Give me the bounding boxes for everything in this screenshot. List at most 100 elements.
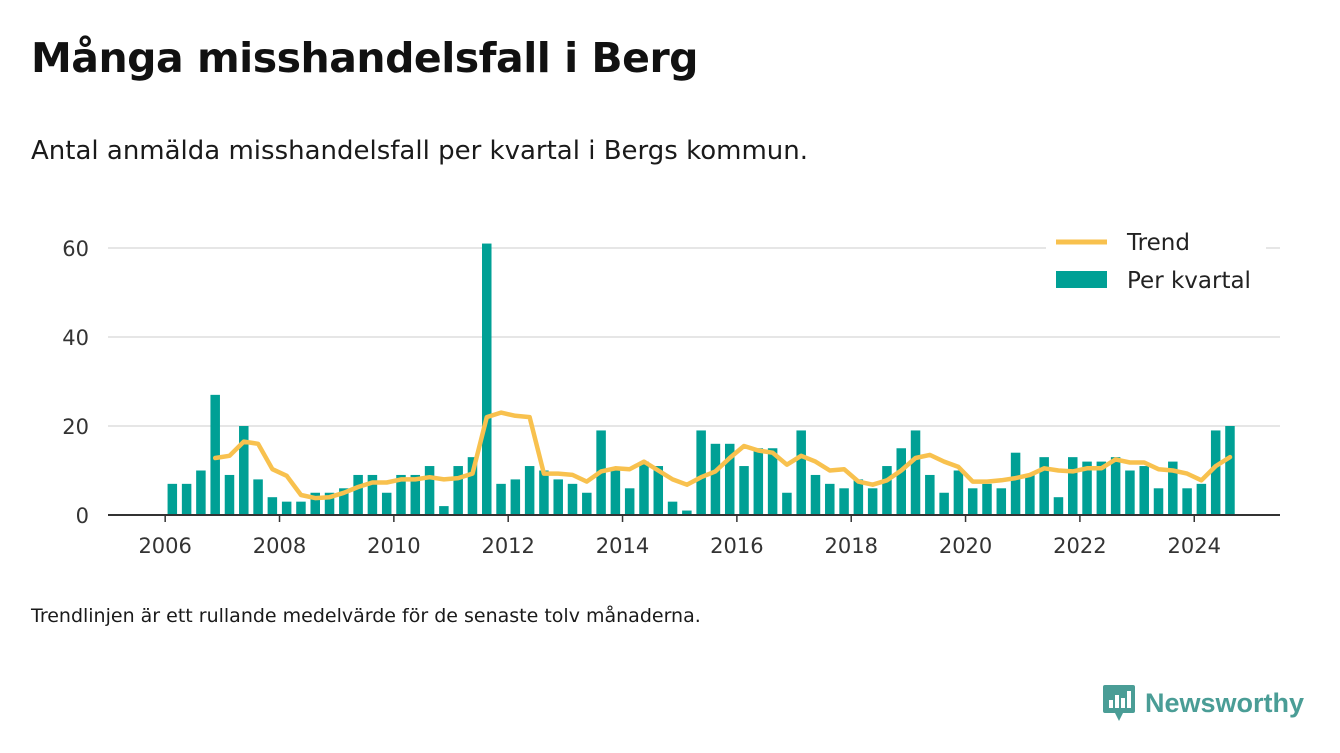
bar bbox=[582, 492, 592, 515]
bar bbox=[1182, 488, 1192, 515]
x-tick-label: 2020 bbox=[939, 534, 992, 558]
trend-line bbox=[212, 410, 1233, 501]
bar bbox=[967, 488, 978, 515]
bar bbox=[896, 448, 906, 515]
bar bbox=[253, 479, 263, 515]
bar bbox=[210, 394, 220, 515]
bar bbox=[381, 492, 392, 515]
bar bbox=[467, 457, 478, 515]
bar bbox=[696, 430, 706, 515]
bar bbox=[810, 474, 821, 515]
bar bbox=[239, 426, 249, 515]
bar bbox=[1068, 457, 1078, 515]
y-tick-label: 40 bbox=[62, 326, 89, 350]
bar bbox=[1110, 457, 1121, 515]
legend-background bbox=[1046, 224, 1266, 304]
footnote: Trendlinjen är ett rullande medelvärde f… bbox=[31, 605, 701, 627]
bar bbox=[825, 483, 835, 515]
x-tick-label: 2016 bbox=[710, 534, 763, 558]
bar bbox=[553, 479, 563, 515]
x-axis: 2006 2008 2010 2012 2014 2016 2018 2020 2022 2024 bbox=[108, 514, 1280, 558]
x-tick-label: 2014 bbox=[596, 534, 649, 558]
legend-bar-label: Per kvartal bbox=[1127, 268, 1251, 294]
bar bbox=[953, 470, 964, 515]
y-tick-label: 60 bbox=[62, 237, 89, 261]
bar bbox=[310, 492, 320, 515]
x-tick-label: 2008 bbox=[253, 534, 306, 558]
bar bbox=[453, 466, 463, 515]
y-tick-label: 20 bbox=[62, 415, 89, 439]
x-tick-label: 2024 bbox=[1168, 534, 1221, 558]
bar bbox=[296, 501, 306, 515]
bar bbox=[882, 466, 892, 515]
bar bbox=[739, 466, 749, 515]
bar bbox=[996, 488, 1007, 515]
chart-area: 0 20 40 60 2006 2008 2010 2012 2014 2016 2018 2020… bbox=[62, 224, 1280, 558]
bar bbox=[324, 492, 335, 515]
bar bbox=[567, 483, 578, 515]
chart-subtitle: Antal anmälda misshandelsfall per kvarta… bbox=[31, 136, 808, 166]
y-axis-ticks: 0 20 40 60 bbox=[62, 237, 89, 528]
bar bbox=[196, 470, 206, 515]
bar bbox=[1168, 461, 1178, 515]
bar bbox=[1053, 497, 1064, 515]
bar bbox=[539, 470, 549, 515]
bar bbox=[767, 448, 778, 515]
bar bbox=[510, 479, 521, 515]
bar bbox=[639, 461, 649, 515]
x-tick-label: 2012 bbox=[481, 534, 534, 558]
x-tick-label: 2018 bbox=[824, 534, 877, 558]
bar bbox=[1196, 483, 1207, 515]
bar bbox=[667, 501, 678, 515]
y-tick-label: 0 bbox=[76, 504, 89, 528]
bar bbox=[724, 443, 735, 515]
bar bbox=[653, 466, 664, 515]
bar bbox=[1153, 488, 1164, 515]
bar bbox=[439, 506, 449, 515]
bar bbox=[167, 483, 178, 515]
bar bbox=[1125, 470, 1135, 515]
bar bbox=[396, 474, 406, 515]
bar bbox=[1039, 457, 1049, 515]
bar bbox=[181, 483, 192, 515]
bar-chart-speech-bubble-icon bbox=[1103, 685, 1135, 721]
bar bbox=[424, 466, 435, 515]
brand-logo: Newsworthy bbox=[1102, 683, 1304, 723]
bar bbox=[867, 488, 878, 515]
bar bbox=[853, 479, 864, 515]
chart-title: Många misshandelsfall i Berg bbox=[31, 34, 699, 82]
bar bbox=[710, 443, 721, 515]
bar bbox=[224, 474, 235, 515]
trend-series bbox=[212, 410, 1233, 501]
bar bbox=[496, 483, 506, 515]
bar bbox=[1082, 461, 1092, 515]
x-tick-label: 2010 bbox=[367, 534, 420, 558]
bar bbox=[353, 474, 363, 515]
bar bbox=[482, 243, 492, 516]
bar bbox=[624, 488, 635, 515]
bar bbox=[410, 474, 421, 515]
bar bbox=[910, 430, 921, 515]
bar bbox=[1139, 466, 1149, 515]
bar bbox=[839, 488, 849, 515]
x-tick-label: 2022 bbox=[1053, 534, 1106, 558]
legend-bar-swatch bbox=[1056, 271, 1107, 288]
bar bbox=[939, 492, 949, 515]
bar bbox=[753, 448, 764, 515]
bar bbox=[782, 492, 792, 515]
bar bbox=[925, 474, 935, 515]
bar bbox=[524, 466, 535, 515]
bar bbox=[367, 474, 378, 515]
bar bbox=[1025, 474, 1035, 515]
bar bbox=[1010, 452, 1021, 515]
bar bbox=[1225, 426, 1235, 515]
bar bbox=[682, 510, 692, 515]
bar bbox=[610, 470, 621, 515]
bar bbox=[267, 497, 278, 515]
bar bbox=[1096, 461, 1107, 515]
bar bbox=[796, 430, 806, 515]
legend: Trend Per kvartal bbox=[1046, 224, 1266, 304]
legend-trend-label: Trend bbox=[1126, 230, 1190, 256]
bar bbox=[339, 488, 349, 515]
bar-series bbox=[167, 243, 1235, 516]
